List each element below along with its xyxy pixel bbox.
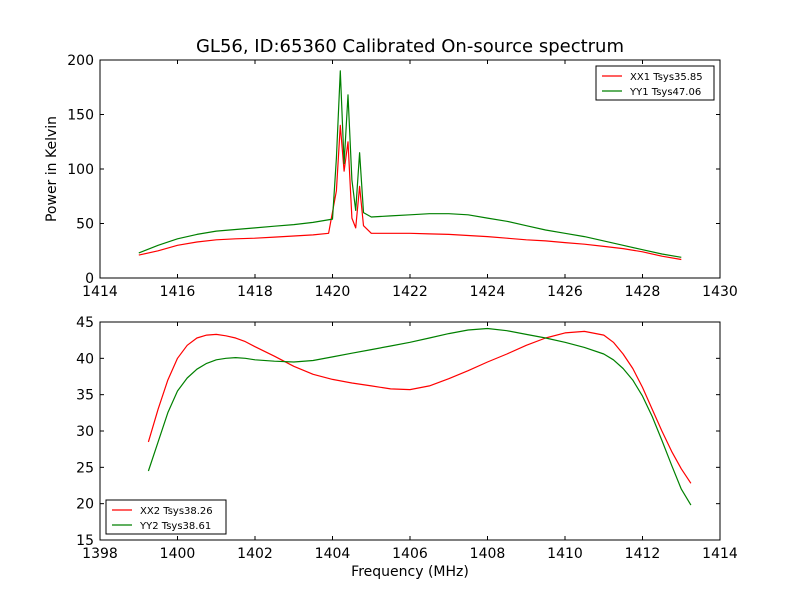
x-axis-label: Frequency (MHz) (351, 564, 469, 580)
series-line-2 (138, 70, 682, 258)
y-tick-label: 150 (67, 108, 94, 124)
y-tick-label: 40 (76, 351, 94, 367)
y-tick-label: 45 (76, 315, 94, 331)
x-tick-label: 1412 (625, 546, 661, 562)
x-tick-label: 1420 (315, 284, 351, 300)
y-axis-label: Power in Kelvin (44, 116, 60, 222)
x-tick-label: 1408 (470, 546, 506, 562)
x-tick-label: 1402 (237, 546, 273, 562)
legend-box (595, 65, 715, 101)
legend-label-1: XX2 Tsys38.26 (140, 506, 213, 517)
x-tick-label: 1406 (392, 546, 428, 562)
legend-label-2: YY2 Tsys38.61 (139, 521, 211, 532)
y-tick-label: 50 (76, 217, 94, 233)
x-tick-label: 1414 (702, 546, 738, 562)
x-tick-label: 1424 (470, 284, 506, 300)
x-tick-label: 1404 (315, 546, 351, 562)
legend: XX2 Tsys38.26 YY2 Tsys38.61 (105, 499, 227, 535)
x-tick-label: 1428 (625, 284, 661, 300)
series-line-1 (138, 124, 682, 261)
legend-label-2: YY1 Tsys47.06 (629, 87, 701, 98)
y-tick-label: 30 (76, 424, 94, 440)
x-tick-label: 1418 (237, 284, 273, 300)
series-line-1 (147, 330, 692, 484)
y-tick-label: 35 (76, 388, 94, 404)
series-line-2 (147, 327, 692, 506)
figure-title: GL56, ID:65360 Calibrated On-source spec… (196, 36, 624, 57)
x-tick-label: 1410 (547, 546, 583, 562)
plot-area: 1414 1416 1418 1420 1422 1424 1426 1428 1430 0 50 1… (44, 53, 738, 580)
subplot-2: 1398 1400 1402 1404 1406 1408 1410 1412 1414 15 20… (76, 315, 738, 580)
x-tick-label: 1416 (160, 284, 196, 300)
x-tick-label: 1398 (82, 546, 118, 562)
x-tick-label: 1422 (392, 284, 428, 300)
x-tick-label: 1426 (547, 284, 583, 300)
subplot-1: 1414 1416 1418 1420 1422 1424 1426 1428 1430 0 50 1… (44, 53, 738, 300)
y-tick-label: 100 (67, 162, 94, 178)
legend: XX1 Tsys35.85 YY1 Tsys47.06 (595, 65, 715, 101)
x-tick-label: 1414 (82, 284, 118, 300)
legend-box (105, 499, 227, 535)
y-tick-label: 20 (76, 497, 94, 513)
y-tick-label: 200 (67, 53, 94, 69)
x-tick-label: 1430 (702, 284, 738, 300)
y-tick-label: 25 (76, 460, 94, 476)
legend-label-1: XX1 Tsys35.85 (630, 72, 703, 83)
y-tick-label: 15 (76, 533, 94, 549)
y-tick-label: 0 (85, 271, 94, 287)
x-tick-label: 1400 (160, 546, 196, 562)
